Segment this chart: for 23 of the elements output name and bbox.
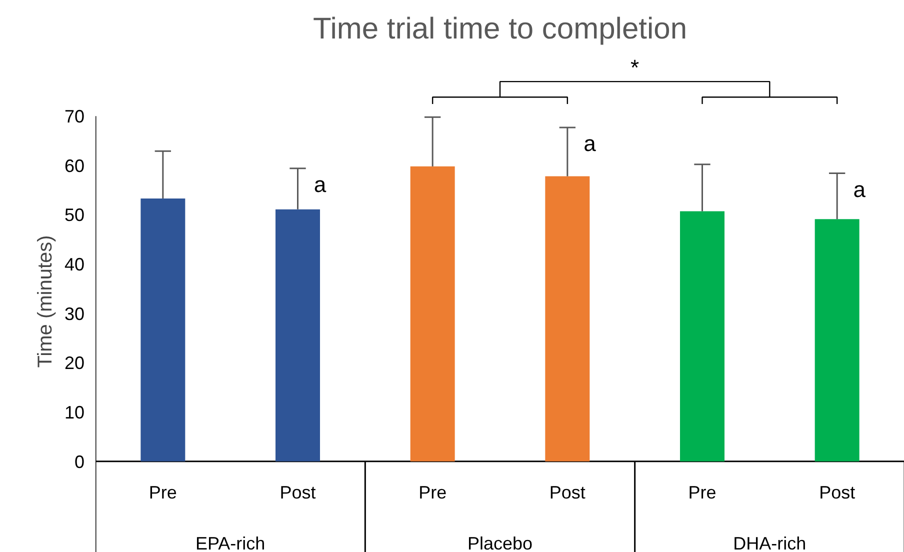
y-tick-label: 0 xyxy=(74,452,85,472)
x-tick-label: DHA-rich xyxy=(733,533,806,552)
x-tick-label: EPA-rich xyxy=(195,533,266,552)
y-tick-label: 40 xyxy=(64,254,85,275)
text: Pre xyxy=(418,482,447,502)
chart-title: Time trial time to completion xyxy=(313,12,688,46)
series-label: Post xyxy=(280,482,316,502)
text: Post xyxy=(819,482,856,502)
annotation: a xyxy=(314,172,327,197)
annotation: a xyxy=(584,130,597,156)
y-tick-label: 50 xyxy=(64,205,85,226)
y-tick-label: 10 xyxy=(64,402,85,423)
y-tick-label: 20 xyxy=(64,353,85,374)
y-axis-title: Time (minutes) xyxy=(34,235,56,368)
text: Pre xyxy=(688,482,716,502)
series-label: Pre xyxy=(148,482,177,502)
text: Post xyxy=(549,482,586,502)
x-tick-label: Placebo xyxy=(467,533,533,552)
text: * xyxy=(630,54,640,80)
y-tick-label: 30 xyxy=(64,304,85,324)
annotation: a xyxy=(853,176,866,202)
y-tick-label: 70 xyxy=(64,106,85,127)
y-tick-label: 60 xyxy=(64,156,85,176)
